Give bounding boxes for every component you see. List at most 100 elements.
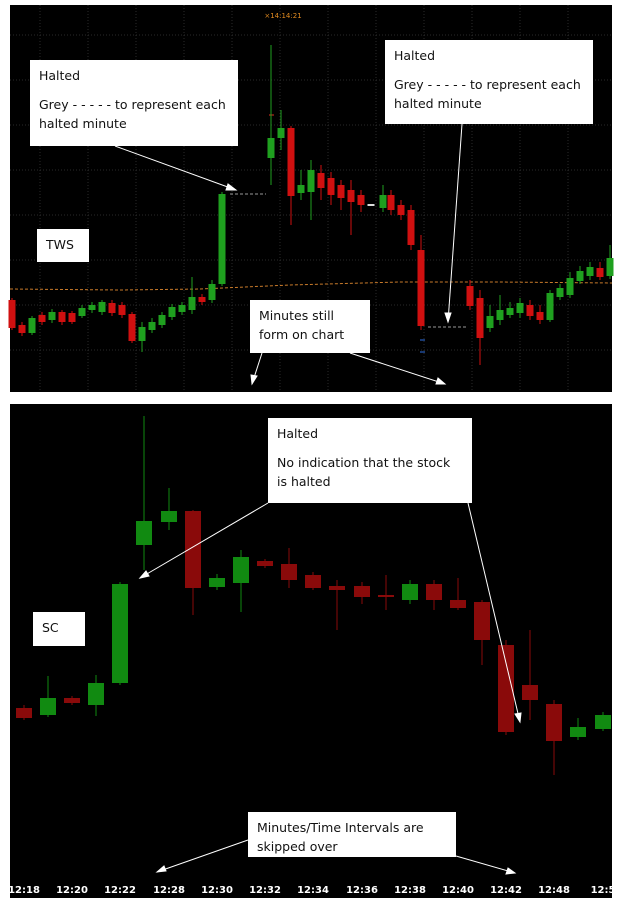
candle-body [570,727,586,737]
candle-body [397,205,405,215]
candle-body [88,683,104,705]
candle-body [522,685,538,700]
x-tick-label: 12:48 [538,885,570,896]
moving-average [9,281,613,291]
candle-body [118,305,126,315]
annotation-body: No indication that the stock is halted [277,455,451,489]
candle-body [148,322,156,330]
annotation: Halted Grey - - - - - to represent each … [30,60,238,146]
candle-body [354,586,370,597]
candle-body [378,595,394,597]
candle-body [526,305,534,316]
candle-body [18,325,26,333]
candle-body [198,297,206,302]
candle-body [68,313,76,322]
candle-body [136,521,152,545]
x-tick-label: 12:32 [249,885,281,896]
candle-body [347,190,355,202]
candle-body [233,557,249,583]
candles [8,45,614,775]
candle-body [506,308,514,315]
candle-body [168,307,176,317]
arrowhead [155,865,167,873]
candle-body [98,302,106,312]
candle-body [387,195,395,210]
panel-label-text: TWS [46,237,74,252]
candle-body [516,303,524,313]
candle-body [379,195,387,208]
candle-body [267,138,275,158]
candle-body [88,305,96,310]
annotation-body: Grey - - - - - to represent each halted … [39,97,226,131]
arrowhead [514,712,522,724]
candle-body [38,315,46,322]
x-tick-label: 12:22 [104,885,136,896]
candle-body [327,178,335,195]
candle-body [16,708,32,718]
annotation-title: Halted [39,68,81,83]
arrowhead [225,183,238,191]
candle-body [78,308,86,316]
candle-body [417,250,425,326]
annotation-title: Halted [277,426,319,441]
candle-body [305,575,321,588]
candle-body [188,297,196,310]
candle-body [337,185,345,198]
panel-label: TWS [37,229,89,262]
x-tick-label: 12:18 [8,885,40,896]
arrowhead [505,867,517,875]
x-axis: 12:18 12:20 12:22 12:28 12:30 12:32 12:34 12:36… [8,885,615,896]
candle-body [178,305,186,312]
arrow [156,839,249,873]
arrow [455,855,516,874]
x-tick-label: 12:40 [442,885,474,896]
arrowhead [435,377,447,385]
timestamp: ×14:14:21 [264,12,301,20]
candle-body [546,704,562,741]
annotation: Halted Grey - - - - - to represent each … [385,40,593,124]
candle-body [209,578,225,587]
candle-body [128,314,136,341]
candle-body [138,327,146,341]
candle-body [474,602,490,640]
arrow [467,502,521,723]
annotation-body: Minutes/Time Intervals are skipped over [257,820,424,854]
panel-label-text: SC [42,620,59,635]
annotation: Minutes still form on chart [250,300,370,353]
candle-body [566,278,574,295]
candle-body [402,584,418,600]
candle-body [48,312,56,320]
arrow [447,123,463,323]
x-axis-band [10,880,612,898]
x-tick-label: 12:5 [591,885,616,896]
candle-body [329,586,345,590]
x-tick-label: 12:34 [297,885,329,896]
annotation-body: Grey - - - - - to represent each halted … [394,77,581,111]
candle-body [287,128,295,196]
candle-body [596,268,604,277]
candle-body [606,258,614,276]
candle-body [112,584,128,683]
candle-body [185,511,201,588]
candle-body [317,173,325,188]
candle-body [498,645,514,732]
candle-body [407,210,415,245]
arrow [349,352,446,385]
candle-body [40,698,56,715]
candle-body [257,561,273,566]
candle-body [426,584,442,600]
candle-body [486,316,494,328]
arrowhead [250,374,258,386]
candle-body [367,204,375,206]
annotation: Halted No indication that the stock is h… [268,418,472,503]
arrowhead [138,570,150,579]
x-tick-label: 12:28 [153,885,185,896]
candle-body [161,511,177,522]
panel-label: SC [33,612,85,646]
annotation: Minutes/Time Intervals are skipped over [248,812,456,857]
candle-body [208,284,216,300]
candle-body [277,128,285,138]
candle-body [158,315,166,325]
candle-body [58,312,66,322]
